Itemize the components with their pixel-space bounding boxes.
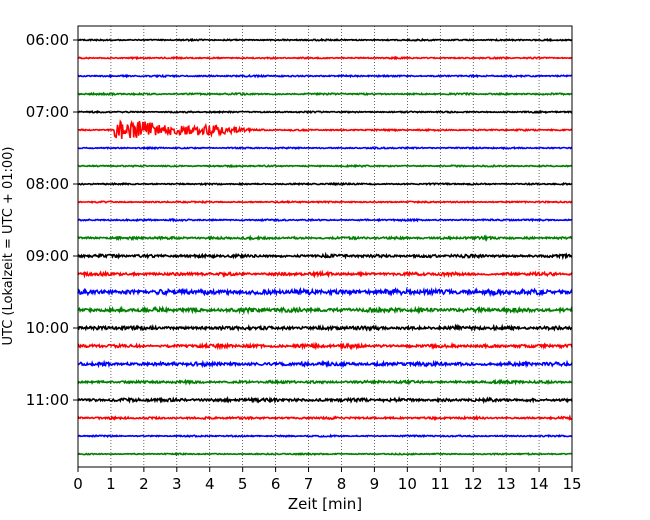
trace-0915 — [77, 269, 573, 279]
trace-0900 — [77, 251, 573, 261]
x-tick-label: 6 — [271, 475, 281, 493]
trace-0845 — [77, 233, 573, 242]
trace-1000 — [77, 323, 573, 332]
trace-0830 — [77, 217, 573, 223]
trace-1030 — [77, 359, 573, 369]
trace-0715 — [77, 119, 573, 139]
x-tick-label: 0 — [73, 475, 83, 493]
x-tick-label: 9 — [370, 475, 380, 493]
x-tick-label: 2 — [139, 475, 149, 493]
x-tick-label: 10 — [398, 475, 417, 493]
x-tick-label: 13 — [497, 475, 516, 493]
plot-frame — [77, 25, 573, 468]
trace-1115 — [77, 414, 573, 421]
x-tick-label: 7 — [304, 475, 314, 493]
y-tick-label: 06:00 — [26, 31, 69, 49]
trace-0600 — [77, 37, 573, 43]
trace-0645 — [77, 91, 573, 97]
trace-1145 — [77, 452, 573, 456]
trace-1130 — [77, 433, 573, 439]
x-tick-label: 12 — [464, 475, 483, 493]
x-tick-label: 1 — [106, 475, 116, 493]
x-tick-label: 5 — [238, 475, 248, 493]
trace-0930 — [77, 286, 573, 298]
x-axis-label: Zeit [min] — [288, 495, 362, 513]
trace-1015 — [77, 341, 573, 351]
trace-0745 — [77, 163, 573, 169]
x-tick-label: 14 — [530, 475, 549, 493]
trace-0945 — [77, 305, 573, 316]
x-axis: 0 1 2 3 4 5 6 7 8 9 10 11 12 13 14 15 — [73, 467, 582, 493]
trace-0700 — [77, 109, 573, 115]
x-tick-label: 8 — [337, 475, 347, 493]
y-axis-label: UTC (Lokalzeit = UTC + 01:00) — [1, 147, 16, 346]
trace-1100 — [77, 395, 573, 405]
y-tick-label: 10:00 — [26, 319, 69, 337]
trace-1045 — [77, 378, 573, 386]
trace-0615 — [77, 55, 573, 61]
x-tick-label: 3 — [172, 475, 182, 493]
x-tick-label: 11 — [431, 475, 450, 493]
trace-0630 — [77, 73, 573, 79]
y-tick-label: 07:00 — [26, 103, 69, 121]
x-tick-label: 15 — [562, 475, 581, 493]
y-axis: 06:00 07:00 08:00 09:00 10:00 11:00 — [26, 31, 78, 409]
trace-0730 — [77, 145, 573, 151]
y-tick-label: 08:00 — [26, 175, 69, 193]
trace-0815 — [77, 199, 573, 205]
x-tick-label: 4 — [205, 475, 215, 493]
trace-0800 — [77, 181, 573, 187]
y-tick-label: 09:00 — [26, 247, 69, 265]
y-tick-label: 11:00 — [26, 391, 69, 409]
seismic-traces — [77, 37, 573, 456]
